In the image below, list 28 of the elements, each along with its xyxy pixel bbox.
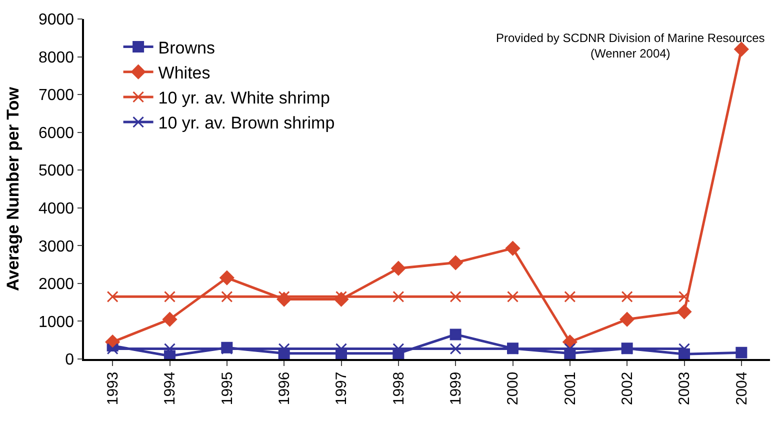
legend-label: Browns	[158, 38, 215, 58]
x-tick-label: 1997	[333, 372, 350, 406]
y-tick-label: 9000	[38, 12, 74, 29]
legend-label: Whites	[158, 63, 210, 82]
x-tick-label: 1999	[447, 372, 464, 406]
x-tick-label: 2002	[618, 372, 636, 406]
y-tick-label: 3000	[38, 238, 74, 256]
x-tick-label: 2000	[504, 372, 522, 406]
y-tick-label: 1000	[38, 314, 74, 331]
y-tick-label: 0	[65, 352, 74, 369]
x-tick-label: 1995	[218, 372, 236, 406]
y-tick-label: 5000	[38, 162, 74, 180]
x-tick-label: 2004	[733, 372, 750, 406]
x-tick-label: 1993	[104, 372, 122, 406]
y-tick-label: 4000	[38, 200, 74, 218]
x-tick-label: 1994	[162, 372, 179, 406]
y-tick-label: 6000	[38, 124, 74, 142]
y-tick-label: 7000	[38, 87, 74, 104]
y-tick-label: 2000	[38, 276, 74, 294]
x-tick-label: 2001	[562, 372, 579, 406]
y-tick-label: 8000	[38, 49, 74, 66]
x-tick-label: 1998	[390, 372, 408, 406]
x-tick-label: 1996	[276, 372, 293, 406]
y-axis-title: Average Number per Tow	[4, 86, 23, 292]
annotation: Provided by SCDNR Division of Marine Resources (Wenner 2004)	[496, 31, 765, 61]
legend-label: 10 yr. av. Brown shrimp	[158, 114, 335, 133]
legend-label: 10 yr. av. White shrimp	[158, 88, 330, 108]
x-tick-label: 2003	[676, 372, 694, 406]
